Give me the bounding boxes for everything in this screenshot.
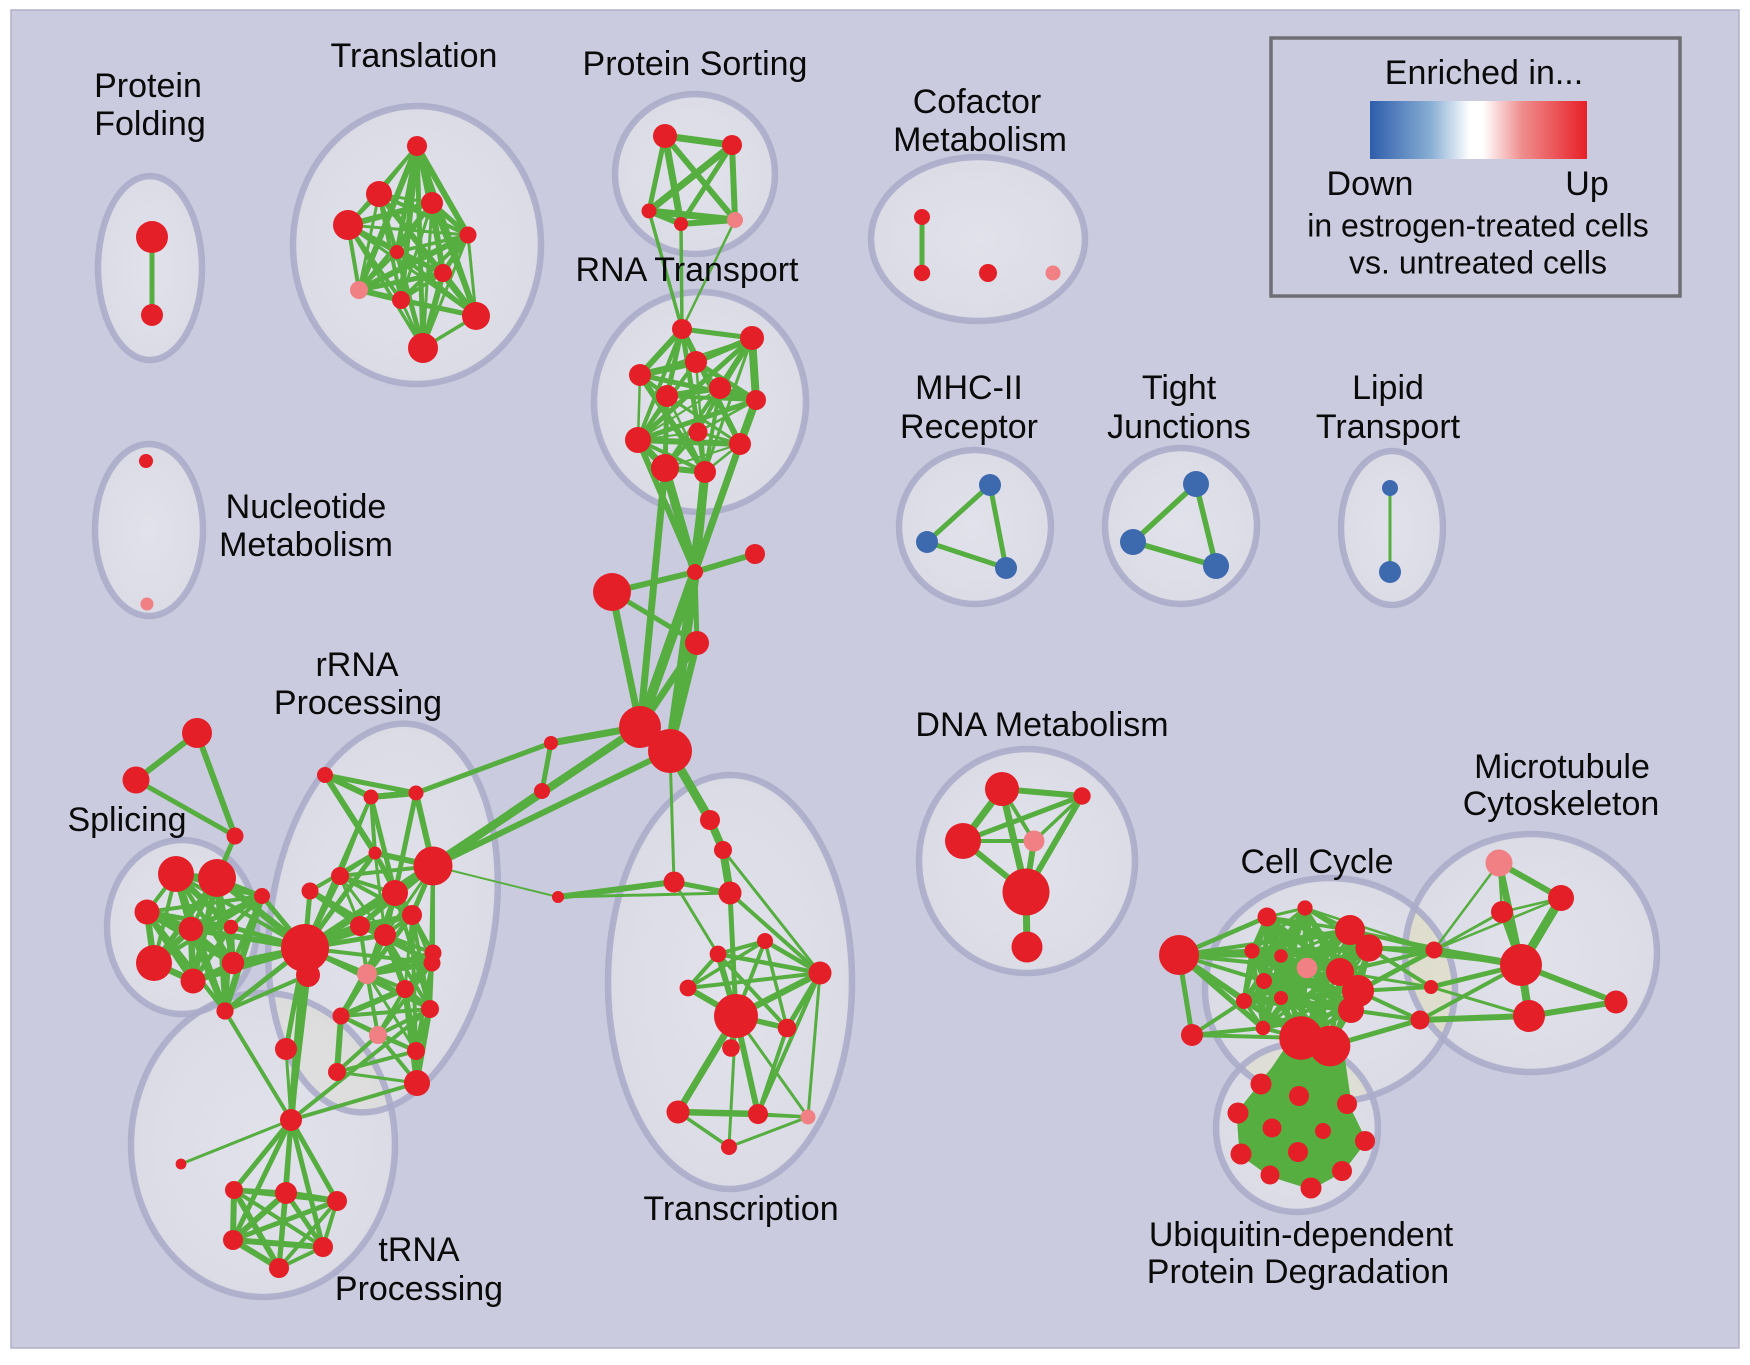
svg-text:Microtubule: Microtubule — [1474, 748, 1650, 786]
svg-text:Enriched in...: Enriched in... — [1385, 54, 1583, 92]
svg-text:DNA Metabolism: DNA Metabolism — [915, 706, 1168, 744]
svg-text:Protein Sorting: Protein Sorting — [583, 45, 808, 83]
svg-text:Translation: Translation — [331, 37, 498, 75]
svg-text:RNA Transport: RNA Transport — [576, 251, 800, 289]
svg-text:vs. untreated cells: vs. untreated cells — [1349, 244, 1607, 280]
svg-text:Protein Degradation: Protein Degradation — [1147, 1253, 1449, 1291]
svg-text:Transport: Transport — [1316, 408, 1461, 446]
svg-text:in estrogen-treated cells: in estrogen-treated cells — [1307, 207, 1649, 243]
svg-text:Tight: Tight — [1142, 369, 1217, 407]
svg-text:Receptor: Receptor — [900, 408, 1038, 446]
svg-text:MHC-II: MHC-II — [915, 369, 1023, 407]
svg-text:Transcription: Transcription — [643, 1190, 838, 1228]
svg-text:Up: Up — [1565, 165, 1608, 203]
svg-text:rRNA: rRNA — [315, 646, 398, 684]
svg-text:Lipid: Lipid — [1352, 369, 1424, 407]
svg-text:Metabolism: Metabolism — [219, 526, 393, 564]
svg-text:tRNA: tRNA — [378, 1231, 460, 1269]
svg-text:Folding: Folding — [94, 105, 206, 143]
svg-text:Processing: Processing — [274, 684, 442, 722]
svg-text:Nucleotide: Nucleotide — [226, 488, 387, 526]
svg-text:Splicing: Splicing — [67, 801, 186, 839]
svg-text:Cofactor: Cofactor — [913, 83, 1042, 121]
svg-text:Ubiquitin-dependent: Ubiquitin-dependent — [1149, 1216, 1454, 1254]
svg-text:Cytoskeleton: Cytoskeleton — [1463, 785, 1660, 823]
svg-text:Processing: Processing — [335, 1270, 503, 1308]
svg-text:Down: Down — [1327, 165, 1414, 203]
svg-text:Junctions: Junctions — [1107, 408, 1251, 446]
svg-text:Protein: Protein — [94, 67, 202, 105]
svg-text:Cell Cycle: Cell Cycle — [1240, 843, 1393, 881]
svg-text:Metabolism: Metabolism — [893, 121, 1067, 159]
